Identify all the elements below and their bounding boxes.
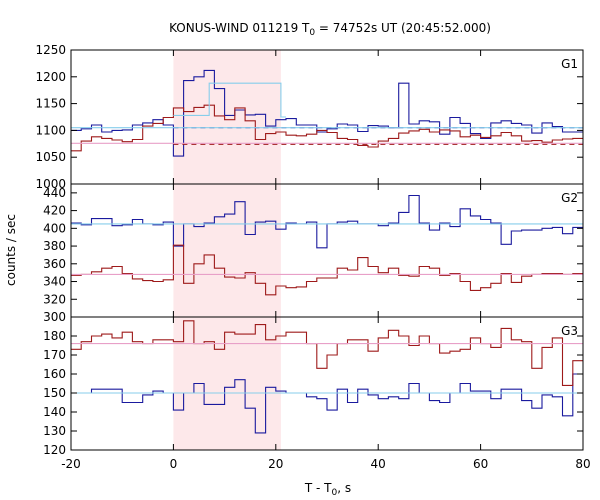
panel-g2: 300 320 340 360 380 400 420 440 G2	[43, 183, 584, 324]
panel-series-group	[71, 320, 583, 434]
y-tick-label: 1200	[35, 70, 66, 84]
x-axis-label-rest: , s	[337, 481, 351, 495]
y-tick-label: 1250	[35, 43, 66, 57]
y-tick-label: 160	[43, 367, 66, 381]
panel-series-group	[71, 194, 583, 296]
x-tick-label: 80	[575, 457, 590, 471]
panel-frame	[70, 49, 584, 185]
chart-title-main: KONUS-WIND 011219 T	[169, 21, 310, 35]
panel-series-group	[71, 69, 583, 157]
y-tick-label: 1150	[35, 97, 66, 111]
chart-title-subscript: 0	[309, 28, 315, 38]
series-red-step-1	[71, 104, 583, 152]
panel-label: G1	[561, 57, 578, 71]
y-tick-label: 320	[43, 292, 66, 306]
plot-layer: 100010501100115012001250G130032034036038…	[35, 43, 590, 471]
y-tick-label: 1100	[35, 123, 66, 137]
x-tick-label: 0	[170, 457, 178, 471]
series-red-step-1	[71, 244, 583, 296]
y-tick-label: 140	[43, 405, 66, 419]
x-axis-label: T - T0, s	[304, 481, 351, 498]
y-tick-label: 180	[43, 329, 66, 343]
y-tick-label: 440	[43, 186, 66, 200]
y-tick-label: 1000	[35, 177, 66, 191]
y-tick-label: 120	[43, 443, 66, 457]
x-axis-label-main: T - T	[304, 481, 332, 495]
x-axis-label-subscript: 0	[332, 488, 338, 498]
series-light-blue-step-6	[173, 82, 286, 118]
y-tick-label: 130	[43, 424, 66, 438]
y-axis-label: counts / sec	[4, 214, 18, 286]
panel-label: G3	[561, 324, 578, 338]
x-tick-label: 20	[268, 457, 283, 471]
panel-frame	[70, 183, 584, 318]
x-tick-label: 40	[371, 457, 386, 471]
y-tick-label: 340	[43, 275, 66, 289]
y-tick-label: 1050	[35, 150, 66, 164]
series-blue-step-0	[71, 194, 583, 249]
y-tick-label: 360	[43, 257, 66, 271]
y-tick-label: 170	[43, 348, 66, 362]
panel-frame	[70, 316, 584, 451]
series-red-step-1	[71, 320, 583, 386]
x-tick-label: 60	[473, 457, 488, 471]
chart-title-rest: = 74752s UT (20:45:52.000)	[315, 21, 491, 35]
y-tick-label: 400	[43, 221, 66, 235]
x-tick-label: -20	[61, 457, 81, 471]
y-tick-label: 420	[43, 204, 66, 218]
panel-g3: 120 130 140 150 160 170 180 G3	[43, 316, 584, 457]
panel-g1: 1000 1050 1100 1150 1200 1250 G1	[35, 43, 584, 191]
chart-title: KONUS-WIND 011219 T0 = 74752s UT (20:45:…	[169, 21, 491, 38]
y-tick-label: 380	[43, 239, 66, 253]
panel-label: G2	[561, 191, 578, 205]
y-tick-label: 300	[43, 310, 66, 324]
highlight-band	[173, 50, 281, 450]
y-tick-label: 150	[43, 386, 66, 400]
series-blue-step-0	[71, 373, 583, 434]
